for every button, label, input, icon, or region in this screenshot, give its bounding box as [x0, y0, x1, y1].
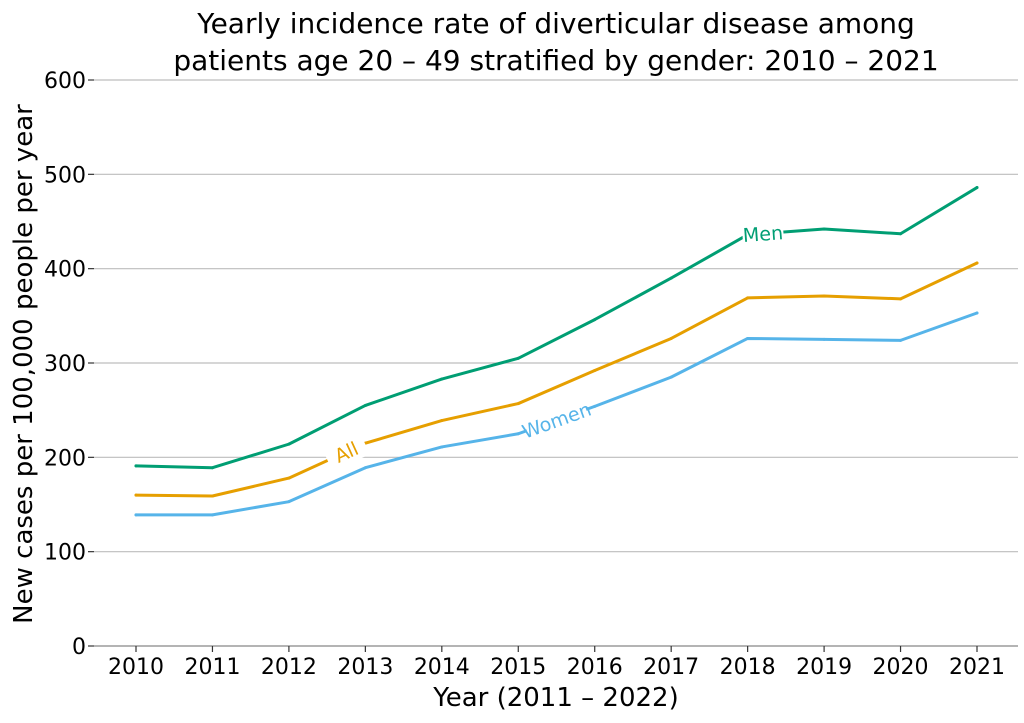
y-tick-label-300: 300: [44, 352, 86, 377]
series-label-group-all: All: [322, 432, 370, 472]
y-tick-label-500: 500: [44, 163, 86, 188]
data-point-all-2011: [210, 494, 214, 498]
data-point-women-2010: [134, 513, 138, 517]
y-axis-label: New cases per 100,000 people per year: [9, 104, 39, 624]
data-point-men-2021: [975, 186, 979, 190]
x-tick-label-2014: 2014: [414, 655, 470, 680]
x-axis-label: Year (2011 – 2022): [432, 683, 678, 713]
data-point-all-2021: [975, 261, 979, 265]
chart-title: Yearly incidence rate of diverticular di…: [173, 7, 938, 77]
y-tick-label-600: 600: [44, 69, 86, 94]
y-tick-label-400: 400: [44, 258, 86, 283]
x-tick-label-2021: 2021: [949, 655, 1005, 680]
x-tick-label-2019: 2019: [796, 655, 852, 680]
data-point-all-2018: [746, 296, 750, 300]
series-label-bg-men: [741, 220, 785, 248]
series-label-bg-all: [322, 432, 370, 472]
series-lines: [134, 186, 979, 517]
chart-title-line-1: Yearly incidence rate of diverticular di…: [196, 7, 915, 40]
x-tick-label-2012: 2012: [261, 655, 317, 680]
data-point-women-2015: [516, 432, 520, 436]
data-point-men-2016: [593, 318, 597, 322]
data-point-women-2020: [899, 338, 903, 342]
data-point-men-2012: [287, 442, 291, 446]
data-point-men-2019: [822, 227, 826, 231]
data-point-women-2018: [746, 336, 750, 340]
data-point-all-2017: [669, 336, 673, 340]
series-label-bg-women: [522, 398, 591, 442]
data-point-men-2020: [899, 232, 903, 236]
data-point-men-2015: [516, 356, 520, 360]
series-label-men: Men: [742, 222, 784, 247]
data-point-men-2014: [440, 377, 444, 381]
x-tick-label-2010: 2010: [108, 655, 164, 680]
data-point-women-2012: [287, 500, 291, 504]
data-point-women-2013: [363, 466, 367, 470]
data-point-men-2013: [363, 403, 367, 407]
series-inline-labels: Men All Women: [322, 220, 785, 472]
y-tick-label-0: 0: [72, 635, 86, 660]
data-point-men-2017: [669, 276, 673, 280]
series-label-women: Women: [519, 399, 594, 444]
data-point-women-2017: [669, 375, 673, 379]
x-tick-label-2011: 2011: [184, 655, 240, 680]
y-axis-ticks: 0 100 200 300 400 500 600: [44, 69, 94, 660]
x-tick-label-2020: 2020: [873, 655, 929, 680]
data-point-women-2011: [210, 513, 214, 517]
data-point-women-2014: [440, 445, 444, 449]
data-point-women-2016: [593, 404, 597, 408]
data-point-women-2021: [975, 311, 979, 315]
data-point-men-2010: [134, 464, 138, 468]
grid-lines: [94, 79, 1018, 553]
data-point-all-2019: [822, 294, 826, 298]
data-point-all-2015: [516, 402, 520, 406]
y-tick-label-200: 200: [44, 446, 86, 471]
x-tick-label-2017: 2017: [643, 655, 699, 680]
series-label-group-men: Men: [741, 220, 785, 248]
series-line-all: [134, 261, 979, 498]
data-point-all-2020: [899, 297, 903, 301]
series-label-group-women: Women: [519, 398, 594, 444]
chart-title-line-2: patients age 20 – 49 stratified by gende…: [173, 44, 938, 77]
data-point-all-2012: [287, 476, 291, 480]
series-line-men: [134, 186, 979, 470]
x-tick-label-2016: 2016: [567, 655, 623, 680]
x-tick-label-2018: 2018: [720, 655, 776, 680]
data-point-men-2011: [210, 466, 214, 470]
data-point-all-2016: [593, 369, 597, 373]
data-point-all-2010: [134, 493, 138, 497]
x-tick-label-2015: 2015: [490, 655, 546, 680]
x-tick-label-2013: 2013: [337, 655, 393, 680]
y-tick-label-100: 100: [44, 541, 86, 566]
data-point-women-2019: [822, 337, 826, 341]
x-axis-ticks: 2010 2011 2012 2013 2014 2015 2016 2017 2018 2019…: [108, 646, 1005, 680]
data-point-all-2014: [440, 419, 444, 423]
